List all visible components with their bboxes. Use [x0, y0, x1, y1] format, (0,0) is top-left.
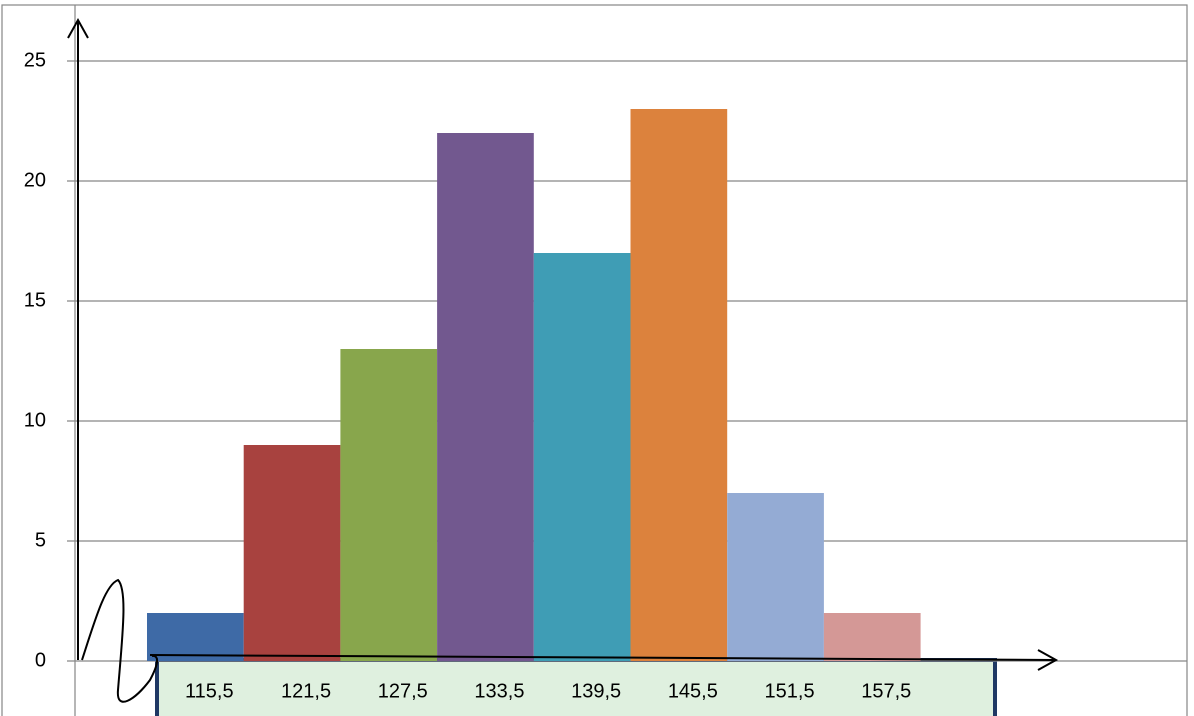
- y-arrow: [67, 17, 89, 660]
- axis-break: [81, 578, 158, 703]
- x-tick-label: 145,5: [668, 680, 718, 702]
- x-tick-label: 157,5: [861, 680, 911, 702]
- x-arrow: [149, 649, 1059, 671]
- bar: [533, 253, 631, 661]
- y-tick-label: 0: [35, 649, 46, 671]
- y-tick-label: 20: [24, 169, 46, 191]
- x-tick-label: 139,5: [571, 680, 621, 702]
- chart-frame: [1, 4, 1188, 716]
- y-tick-label: 5: [35, 529, 46, 551]
- bar: [727, 493, 824, 661]
- label-box: [155, 658, 997, 716]
- y-tick-label: 15: [24, 289, 46, 311]
- hand-drawn-axes: [67, 17, 1059, 703]
- x-tick-label: 121,5: [281, 680, 331, 702]
- x-tick-label: 115,5: [185, 680, 234, 702]
- bar: [147, 613, 244, 661]
- bar: [340, 349, 438, 661]
- y-tick-label: 10: [24, 409, 46, 431]
- y-tick-label: 25: [24, 49, 46, 71]
- bar: [823, 613, 921, 661]
- x-tick-label: 127,5: [378, 680, 428, 702]
- bar: [243, 445, 341, 661]
- x-tick-label: 151,5: [765, 680, 815, 702]
- bar: [630, 109, 728, 661]
- x-tick-label: 133,5: [474, 680, 524, 702]
- bar: [437, 133, 534, 661]
